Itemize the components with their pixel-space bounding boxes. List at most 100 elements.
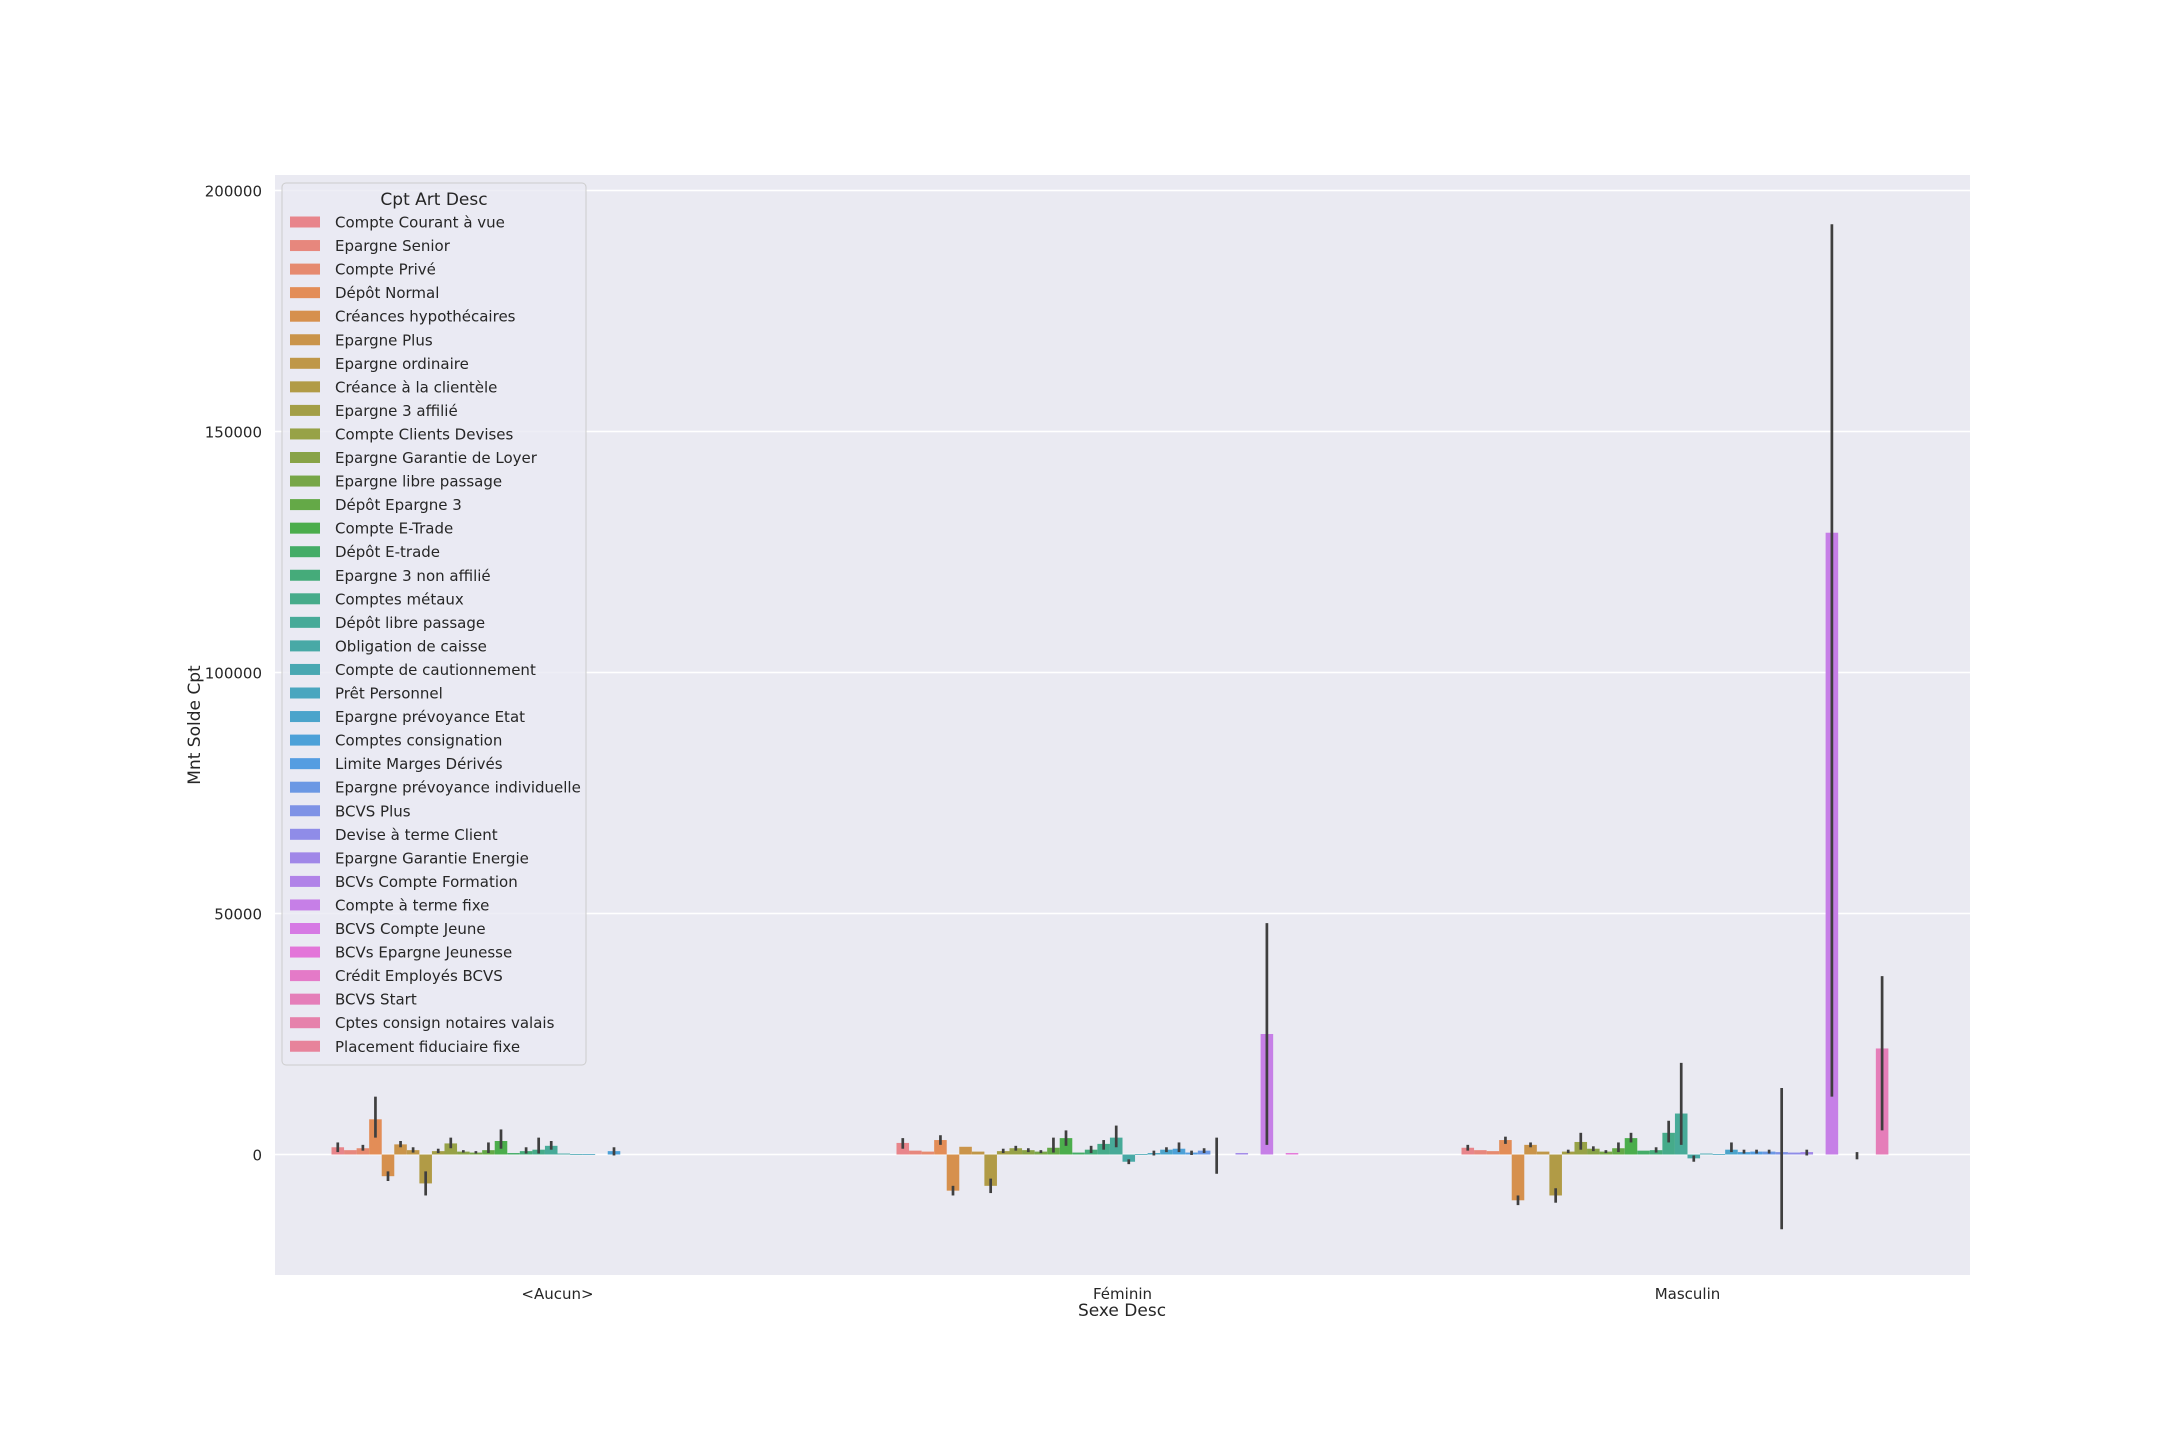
legend-label: Créance à la clientèle [335, 378, 497, 396]
legend-label: Compte à terme fixe [335, 896, 489, 914]
legend-swatch [290, 970, 320, 982]
legend-label: Epargne prévoyance Etat [335, 708, 525, 726]
bar [1700, 1153, 1713, 1155]
bar [1662, 1132, 1675, 1155]
bar [356, 1148, 370, 1155]
bar [570, 1154, 583, 1155]
legend-label: Dépôt E-trade [335, 543, 440, 561]
legend-swatch [290, 475, 320, 487]
legend-swatch [290, 923, 320, 934]
legend-label: Epargne Senior [335, 237, 451, 255]
legend-swatch [290, 310, 320, 322]
bar [1511, 1154, 1525, 1201]
legend-label: Cptes consign notaires valais [335, 1014, 555, 1032]
x-axis-label: Sexe Desc [1078, 1301, 1166, 1321]
legend-swatch [290, 946, 320, 958]
bar [582, 1154, 596, 1155]
legend-swatch [290, 1040, 320, 1052]
legend-swatch [290, 357, 320, 369]
bar [1549, 1154, 1562, 1196]
bar [457, 1151, 470, 1155]
legend-label: Dépôt Normal [335, 284, 439, 302]
legend-label: Compte Clients Devises [335, 425, 514, 443]
legend-swatch [290, 993, 320, 1005]
legend-swatch [290, 758, 320, 770]
legend-label: Comptes consignation [335, 732, 502, 750]
legend-swatch [290, 805, 320, 817]
legend-label: Epargne Plus [335, 331, 433, 349]
bar [1135, 1154, 1148, 1155]
legend-swatch [290, 569, 320, 581]
bar [1059, 1138, 1073, 1155]
error-bars [336, 224, 1884, 1230]
bar [1474, 1150, 1487, 1155]
legend: Cpt Art Desc Compte Courant à vue Epargne… [281, 182, 587, 1066]
legend-label: Placement fiduciaire fixe [335, 1038, 520, 1056]
bar [344, 1150, 357, 1155]
bar [946, 1154, 960, 1191]
y-tick-labels: 0 50000 100000 150000 200000 [205, 183, 262, 1165]
bar [921, 1151, 935, 1155]
legend-swatch [290, 711, 320, 723]
legend-swatch [290, 381, 320, 393]
bar [934, 1140, 947, 1155]
bar [381, 1154, 395, 1177]
legend-swatch [290, 499, 320, 511]
legend-swatch [290, 828, 320, 840]
legend-swatch [290, 404, 320, 416]
legend-swatch [290, 1017, 320, 1029]
legend-label: BCVS Start [335, 991, 417, 1009]
bar [959, 1146, 972, 1155]
legend-label: Epargne libre passage [335, 473, 502, 491]
y-tick-label: 100000 [205, 665, 262, 683]
legend-swatch [290, 240, 320, 252]
legend-swatch [290, 334, 320, 346]
bar [1122, 1154, 1136, 1162]
bar [419, 1154, 432, 1184]
legend-swatch [290, 616, 320, 628]
legend-label: Epargne 3 affilié [335, 402, 458, 420]
bar [444, 1143, 458, 1155]
legend-label: Epargne 3 non affilié [335, 567, 491, 585]
legend-swatch [290, 687, 320, 699]
legend-label: Créances hypothécaires [335, 308, 516, 326]
x-tick-label: Féminin [1093, 1285, 1152, 1303]
bar [1524, 1144, 1537, 1155]
legend-label: Comptes métaux [335, 590, 464, 608]
x-tick-label: <Aucun> [521, 1285, 593, 1303]
bar [394, 1144, 407, 1155]
bar [1637, 1150, 1650, 1155]
legend-box [281, 182, 587, 1066]
legend-label: Epargne Garantie Energie [335, 849, 529, 867]
bar [984, 1154, 997, 1186]
legend-swatch [290, 593, 320, 605]
y-tick-label: 50000 [214, 906, 262, 924]
bar [1235, 1153, 1249, 1155]
bar [1536, 1151, 1550, 1155]
legend-swatch [290, 663, 320, 675]
bar [1072, 1152, 1085, 1155]
bar [1160, 1149, 1173, 1155]
legend-label: Dépôt libre passage [335, 614, 485, 632]
bar [971, 1151, 985, 1155]
legend-label: Epargne prévoyance individuelle [335, 779, 581, 797]
legend-swatch [290, 287, 320, 299]
legend-label: BCVs Epargne Jeunesse [335, 944, 512, 962]
legend-label: Devise à terme Client [335, 826, 498, 844]
legend-label: Compte Privé [335, 261, 436, 279]
legend-swatch [290, 546, 320, 558]
legend-swatch [290, 216, 320, 228]
legend-label: BCVs Compte Formation [335, 873, 518, 891]
legend-swatch [290, 852, 320, 864]
legend-swatch [290, 452, 320, 463]
legend-label: Limite Marges Dérivés [335, 755, 503, 773]
bar [1712, 1154, 1726, 1155]
y-tick-label: 200000 [205, 183, 262, 201]
legend-swatch [290, 899, 320, 911]
legend-swatch [290, 640, 320, 652]
legend-label: Epargne Garantie de Loyer [335, 449, 538, 467]
legend-swatch [290, 263, 320, 275]
legend-label: Obligation de caisse [335, 637, 487, 655]
bar [1499, 1140, 1512, 1155]
bar [1587, 1148, 1600, 1155]
